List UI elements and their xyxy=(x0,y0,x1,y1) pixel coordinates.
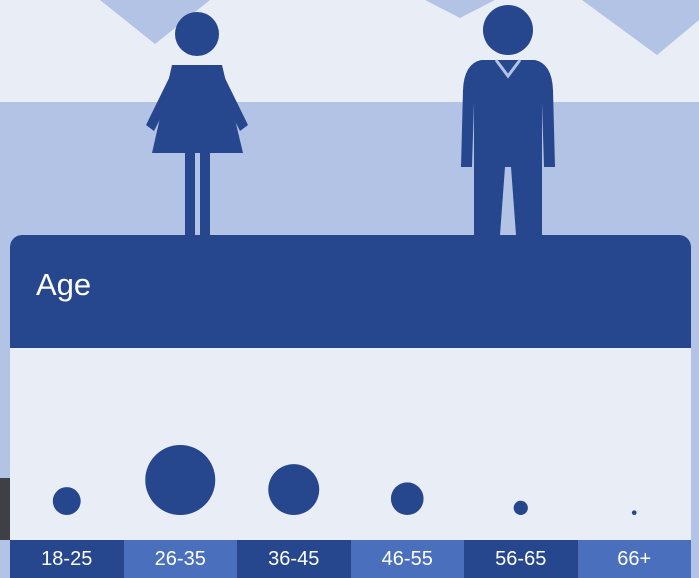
axis-label-36-45: 36-45 xyxy=(237,540,351,578)
bubble-18-25 xyxy=(52,487,81,515)
bubble-plot-area xyxy=(52,445,637,515)
card-header: Age xyxy=(10,235,691,348)
bubble-26-35 xyxy=(145,445,216,515)
axis-label-18-25: 18-25 xyxy=(10,540,124,578)
bubble-56-65 xyxy=(513,500,528,515)
bubble-46-55 xyxy=(390,482,424,515)
decorative-chevron-left xyxy=(100,0,210,44)
background-top-band xyxy=(0,0,699,102)
decorative-chevron-middle xyxy=(425,0,495,18)
decorative-chevron-right xyxy=(582,0,699,55)
age-category-axis: 18-25 26-35 36-45 46-55 56-65 66+ xyxy=(10,540,691,578)
male-person-icon xyxy=(461,5,555,235)
bubble-66plus xyxy=(631,510,637,515)
axis-label-46-55: 46-55 xyxy=(350,540,464,578)
axis-label-26-35: 26-35 xyxy=(123,540,237,578)
axis-label-66plus: 66+ xyxy=(577,540,691,578)
background-dark-edge xyxy=(0,478,10,540)
chart-title: Age xyxy=(36,267,92,302)
bubble-36-45 xyxy=(268,464,320,515)
age-chart-card: Age 18-25 26-35 36-45 46-55 56-65 66+ xyxy=(10,235,691,578)
axis-label-56-65: 56-65 xyxy=(464,540,578,578)
female-person-icon xyxy=(146,12,248,235)
